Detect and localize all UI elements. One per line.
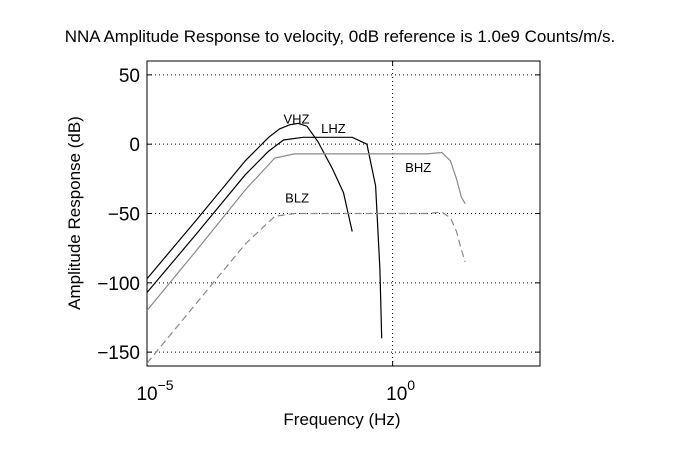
series-line-lhz <box>146 136 383 339</box>
series-line-vhz <box>146 122 353 280</box>
x-tick-label-base: 10 <box>136 384 157 405</box>
x-tick-label-exponent: −5 <box>158 377 174 393</box>
x-tick-label: 10−5 <box>136 377 173 405</box>
series-label-vhz: VHZ <box>283 111 309 126</box>
x-tick-label: 100 <box>386 377 415 405</box>
series-line-bhz <box>146 151 466 311</box>
x-tick-label-base: 10 <box>386 384 407 405</box>
series-label-lhz: LHZ <box>321 121 346 136</box>
y-tick-label: −50 <box>108 205 140 226</box>
y-axis-label: Amplitude Response (dB) <box>65 116 84 310</box>
series-line-blz <box>146 211 466 364</box>
series-group <box>146 122 466 364</box>
x-axis-label: Frequency (Hz) <box>283 410 400 429</box>
series-label-blz: BLZ <box>285 190 309 205</box>
y-tick-label: 0 <box>129 135 140 156</box>
series-labels: VHZ LHZ BHZ BLZ <box>283 111 431 205</box>
chart-title: NNA Amplitude Response to velocity, 0dB … <box>65 27 616 46</box>
y-tick-label: −100 <box>97 274 140 295</box>
series-label-bhz: BHZ <box>405 160 431 175</box>
x-tick-label-exponent: 0 <box>407 377 415 393</box>
y-tick-label: −150 <box>97 343 140 364</box>
grid <box>147 61 540 366</box>
y-tick-label: 50 <box>119 66 140 87</box>
